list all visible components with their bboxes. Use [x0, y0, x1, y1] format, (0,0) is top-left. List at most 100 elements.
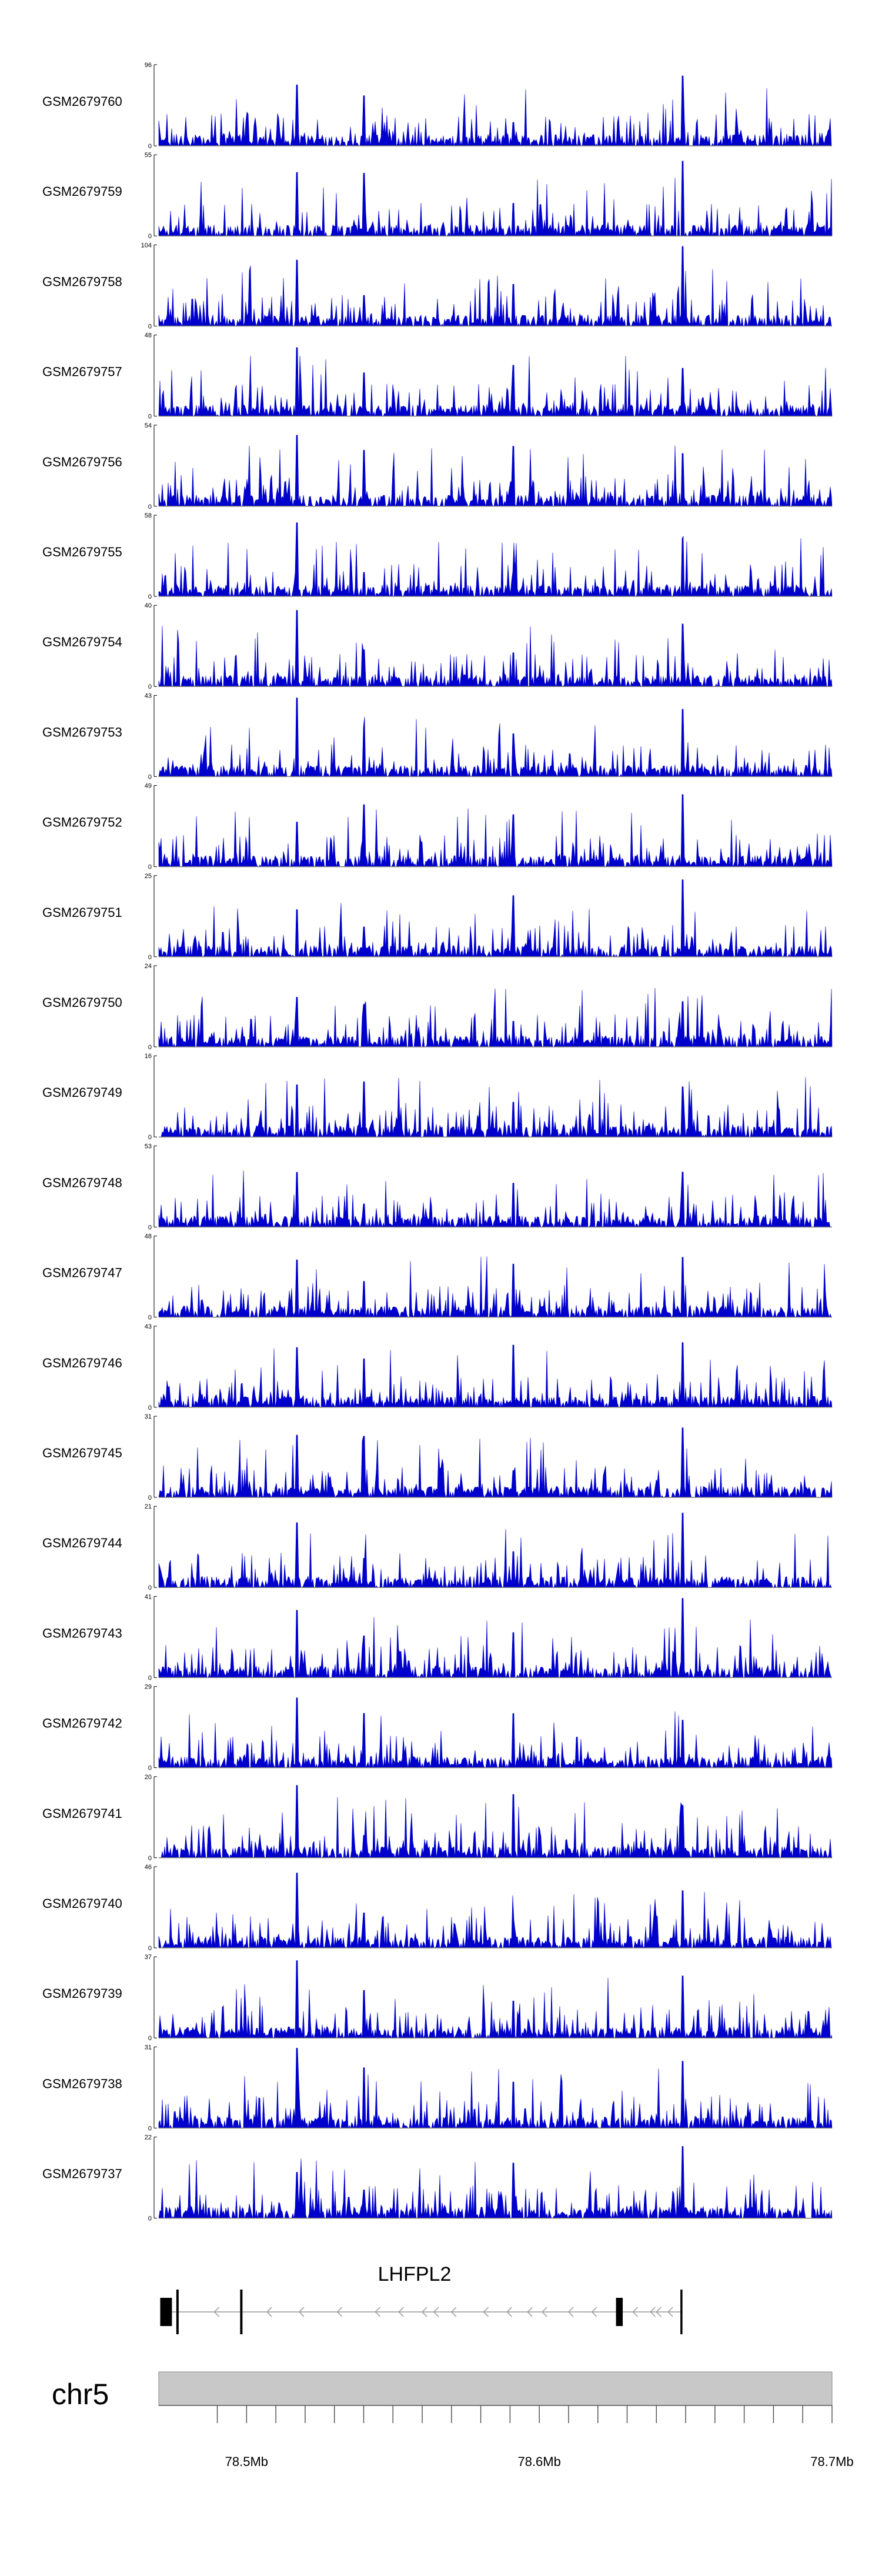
strand-arrow-icon	[567, 2307, 574, 2317]
y-max-label: 31	[145, 1413, 152, 1420]
y-min-label: 0	[148, 1494, 152, 1501]
y-min-label: 0	[148, 1765, 152, 1772]
track-GSM2679749: GSM2679749 16 0	[42, 1053, 833, 1141]
y-min-label: 0	[148, 1314, 152, 1322]
track-GSM2679760: GSM2679760 96 0	[42, 62, 832, 150]
track-label: GSM2679740	[42, 1896, 122, 1911]
gene-exon	[176, 2290, 179, 2334]
y-min-label: 0	[148, 233, 152, 240]
track-label: GSM2679745	[42, 1446, 122, 1460]
y-min-label: 0	[148, 1674, 152, 1681]
y-max-label: 41	[145, 1593, 152, 1600]
gene-exon	[160, 2298, 172, 2326]
track-GSM2679755: GSM2679755 58 0	[42, 512, 833, 600]
chromosome-axis: chr5 78.5Mb 78.6Mb 78.7Mb	[52, 2371, 854, 2469]
y-max-label: 43	[145, 692, 152, 699]
track-label: GSM2679746	[42, 1356, 122, 1370]
track-GSM2679737: GSM2679737 22 0	[42, 2134, 833, 2223]
y-min-label: 0	[148, 1855, 152, 1862]
coverage-area	[158, 879, 833, 957]
y-max-label: 48	[145, 1233, 152, 1240]
track-label: GSM2679755	[42, 545, 122, 559]
track-label: GSM2679744	[42, 1536, 122, 1550]
track-label: GSM2679747	[42, 1266, 122, 1280]
coverage-area	[158, 1427, 833, 1499]
strand-arrow-icon	[421, 2307, 427, 2317]
strand-arrow-icon	[433, 2307, 439, 2317]
track-label: GSM2679739	[42, 1986, 122, 2001]
coverage-area	[158, 2146, 833, 2219]
coverage-area	[158, 1170, 832, 1228]
track-label: GSM2679748	[42, 1175, 122, 1190]
strand-arrow-icon	[450, 2307, 457, 2317]
track-GSM2679752: GSM2679752 49 0	[42, 783, 833, 871]
strand-arrow-icon	[656, 2307, 662, 2317]
track-GSM2679759: GSM2679759 55 0	[42, 152, 833, 240]
y-min-label: 0	[148, 773, 152, 780]
position-tick-label: 78.7Mb	[810, 2454, 853, 2469]
track-label: GSM2679752	[42, 815, 122, 830]
coverage-area	[158, 1513, 832, 1589]
strand-arrow-icon	[213, 2307, 220, 2317]
track-label: GSM2679759	[42, 184, 122, 199]
track-GSM2679739: GSM2679739 37 0	[42, 1954, 833, 2042]
y-max-label: 21	[145, 1503, 152, 1510]
y-max-label: 24	[145, 963, 152, 970]
coverage-area	[158, 2048, 833, 2129]
coverage-area	[158, 1256, 832, 1318]
track-label: GSM2679749	[42, 1085, 122, 1100]
strand-arrow-icon	[506, 2307, 512, 2317]
y-min-label: 0	[148, 2215, 152, 2223]
coverage-tracks: GSM2679760 96 0 GSM2679759 55 0 GSM2679758 104 0…	[42, 62, 833, 2223]
y-max-label: 104	[141, 242, 152, 249]
y-min-label: 0	[148, 683, 152, 690]
coverage-area	[158, 246, 832, 327]
coverage-area	[158, 435, 833, 507]
strand-arrow-icon	[591, 2307, 597, 2317]
y-min-label: 0	[148, 593, 152, 600]
coverage-area	[158, 987, 833, 1048]
gene-exon	[680, 2290, 683, 2334]
track-label: GSM2679758	[42, 274, 122, 289]
coverage-area	[158, 1598, 832, 1679]
y-max-label: 53	[145, 1143, 152, 1150]
strand-arrow-icon	[336, 2307, 343, 2317]
strand-arrow-icon	[483, 2307, 489, 2317]
y-max-label: 40	[145, 602, 152, 609]
coverage-area	[158, 1342, 833, 1408]
y-min-label: 0	[148, 2125, 152, 2132]
coverage-area	[158, 698, 833, 778]
y-max-label: 55	[145, 152, 152, 159]
y-min-label: 0	[148, 2035, 152, 2042]
y-max-label: 22	[145, 2134, 152, 2141]
coverage-area	[158, 522, 833, 598]
y-max-label: 58	[145, 512, 152, 519]
strand-arrow-icon	[527, 2307, 533, 2317]
track-GSM2679747: GSM2679747 48 0	[42, 1233, 832, 1322]
y-max-label: 29	[145, 1684, 152, 1691]
y-max-label: 37	[145, 1954, 152, 1961]
track-label: GSM2679750	[42, 995, 122, 1010]
strand-arrow-icon	[298, 2307, 305, 2317]
track-GSM2679740: GSM2679740 46 0	[42, 1864, 832, 1952]
track-label: GSM2679756	[42, 455, 122, 469]
track-label: GSM2679760	[42, 94, 122, 109]
y-max-label: 46	[145, 1864, 152, 1871]
y-max-label: 25	[145, 873, 152, 880]
track-GSM2679743: GSM2679743 41 0	[42, 1593, 832, 1681]
track-GSM2679746: GSM2679746 43 0	[42, 1323, 833, 1412]
y-min-label: 0	[148, 143, 152, 150]
coverage-area	[158, 794, 833, 867]
position-tick-label: 78.5Mb	[225, 2454, 268, 2469]
coverage-area	[158, 161, 833, 237]
track-GSM2679738: GSM2679738 31 0	[42, 2044, 833, 2132]
track-GSM2679753: GSM2679753 43 0	[42, 692, 833, 780]
track-label: GSM2679757	[42, 365, 122, 379]
track-GSM2679758: GSM2679758 104 0	[42, 242, 832, 330]
coverage-area	[158, 347, 833, 417]
y-max-label: 54	[145, 422, 152, 429]
y-max-label: 20	[145, 1774, 152, 1781]
y-min-label: 0	[148, 864, 152, 871]
gene-annotation-track: LHFPL2	[160, 2263, 683, 2334]
strand-arrow-icon	[650, 2307, 656, 2317]
